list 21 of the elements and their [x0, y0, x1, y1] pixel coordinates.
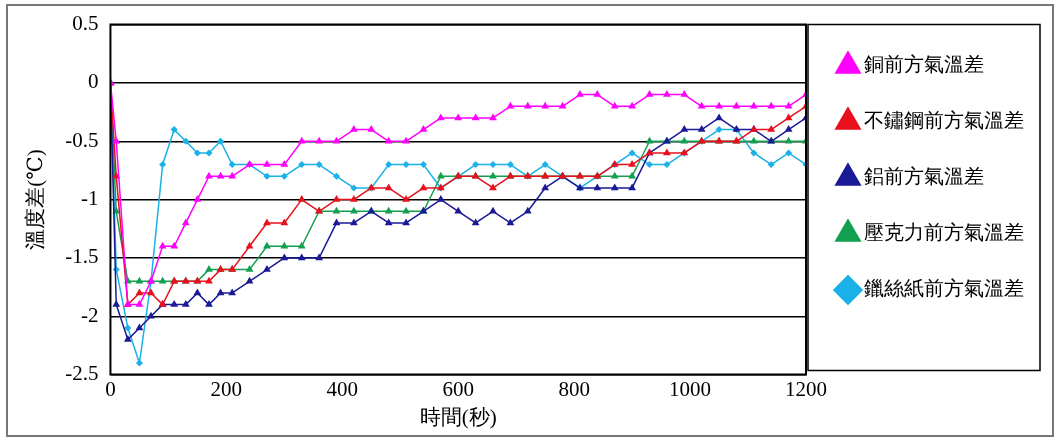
legend-label: 鑞絲紙前方氣溫差: [864, 277, 1024, 300]
y-tick-label: 0.5: [72, 11, 99, 36]
y-axis-title: 溫度差(℃): [23, 149, 48, 250]
y-tick-label: -0.5: [65, 127, 99, 152]
legend-label: 銅前方氣溫差: [864, 53, 984, 76]
x-tick-label: 600: [442, 376, 474, 401]
x-tick-label: 400: [326, 376, 359, 401]
legend-label: 鋁前方氣溫差: [864, 165, 984, 188]
x-tick-label: 0: [105, 376, 116, 401]
y-tick-label: -2: [80, 302, 99, 327]
x-tick-label: 1000: [669, 376, 712, 401]
x-tick-label: 1200: [785, 376, 827, 401]
legend-label: 不鏽鋼前方氣溫差: [864, 109, 1024, 132]
legend-label: 壓克力前方氣溫差: [864, 221, 1024, 244]
y-tick-label: -1.5: [65, 244, 99, 269]
y-tick-label: -2.5: [65, 361, 99, 386]
y-tick-label: -1: [80, 186, 99, 211]
x-tick-label: 200: [210, 376, 243, 401]
x-axis-title: 時間(秒): [419, 404, 497, 429]
y-tick-label: 0: [87, 69, 99, 94]
x-tick-label: 800: [558, 376, 590, 401]
